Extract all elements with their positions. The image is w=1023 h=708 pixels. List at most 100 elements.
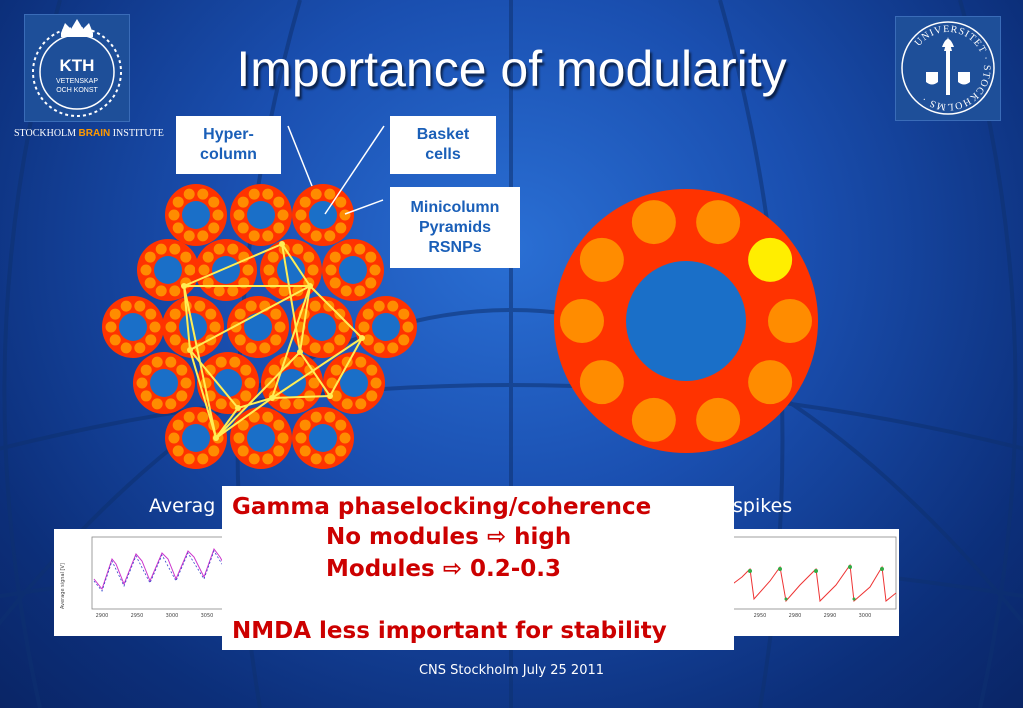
caption-left: Averag (149, 495, 216, 517)
minicolumn (209, 321, 221, 333)
minicolumn (309, 342, 321, 354)
minicolumn (172, 196, 184, 208)
minicolumn (366, 390, 378, 402)
callout-heading: Gamma phaselocking/coherence (232, 494, 652, 520)
svg-text:3000: 3000 (166, 613, 179, 619)
minicolumn (273, 196, 285, 208)
kth-logo-wordmark: KTH (60, 56, 95, 75)
basket-cell-core (372, 313, 400, 341)
minicolumn (303, 251, 315, 263)
minicolumn (308, 377, 320, 389)
connection-node (181, 283, 187, 289)
minicolumn (387, 300, 399, 312)
hypercolumn (292, 184, 354, 246)
minicolumn (136, 377, 148, 389)
minicolumn (180, 377, 192, 389)
kth-logo: KTH VETENSKAP OCH KONST (24, 14, 130, 122)
basket-cell-core (247, 424, 275, 452)
connection-line (183, 285, 191, 351)
connection-line (271, 395, 331, 399)
basket-cell-core (182, 424, 210, 452)
enlarged-basket-core (626, 261, 746, 381)
callout-no-modules: No modules ⇨ high (326, 524, 572, 550)
connection-line (309, 285, 363, 339)
minicolumn (204, 364, 216, 376)
minicolumn (197, 188, 209, 200)
minicolumn (197, 453, 209, 465)
minicolumn (227, 285, 239, 297)
minicolumn (366, 364, 378, 376)
minicolumn (334, 334, 346, 346)
connection-line (271, 337, 363, 399)
caption-right: spikes (733, 495, 793, 517)
hypercolumn (323, 352, 385, 414)
arrow-right-icon: ⇨ (442, 556, 462, 582)
minicolumn (168, 209, 180, 221)
basket-cell-core (340, 369, 368, 397)
svg-text:OCH KONST: OCH KONST (56, 87, 98, 94)
minicolumn (560, 299, 604, 343)
svg-text:3000: 3000 (859, 613, 872, 619)
minicolumn (339, 432, 351, 444)
basket-cell-core (278, 369, 306, 397)
minicolumn (149, 321, 161, 333)
minicolumn (248, 188, 260, 200)
minicolumn (299, 222, 311, 234)
callout-modules: Modules ⇨ 0.2-0.3 (326, 556, 562, 582)
connection-node (359, 335, 365, 341)
basket-cell-core (277, 256, 305, 284)
plot-left-ylabel: Average signal [V] (60, 563, 66, 609)
minicolumn (279, 398, 291, 410)
minicolumn (338, 321, 350, 333)
svg-text:2990: 2990 (824, 613, 837, 619)
minicolumn (183, 453, 195, 465)
minicolumn (365, 277, 377, 289)
svg-text:2980: 2980 (789, 613, 802, 619)
minicolumn (215, 356, 227, 368)
minicolumn (277, 432, 289, 444)
minicolumn (165, 356, 177, 368)
connection-node (213, 435, 219, 441)
minicolumn (140, 264, 152, 276)
svg-text:VETENSKAP: VETENSKAP (56, 78, 98, 85)
basket-cell-core (339, 256, 367, 284)
result-callout: Gamma phaselocking/coherence No modules … (222, 486, 734, 650)
connection-line (281, 243, 311, 287)
minicolumn (293, 398, 305, 410)
active-minicolumn (748, 237, 793, 282)
minicolumn (176, 390, 188, 402)
minicolumn (120, 342, 132, 354)
minicolumn (262, 230, 274, 242)
minicolumn (329, 251, 341, 263)
hypercolumn (230, 184, 292, 246)
minicolumn (398, 334, 410, 346)
hypercolumn (165, 184, 227, 246)
minicolumn (579, 237, 624, 282)
minicolumn (324, 188, 336, 200)
minicolumn (267, 251, 279, 263)
minicolumn (237, 196, 249, 208)
enlarged-hypercolumn (554, 189, 818, 453)
minicolumn (229, 356, 241, 368)
minicolumn (268, 364, 280, 376)
minicolumn (198, 264, 210, 276)
minicolumn (227, 243, 239, 255)
basket-cell-core (214, 369, 242, 397)
basket-cell-core (309, 201, 337, 229)
basket-cell-core (212, 256, 240, 284)
minicolumn (370, 377, 382, 389)
connection-node (187, 347, 193, 353)
minicolumn (768, 299, 812, 343)
minicolumn (240, 364, 252, 376)
minicolumn (748, 360, 793, 405)
minicolumn (292, 243, 304, 255)
connection-line (299, 351, 331, 397)
minicolumn (402, 321, 414, 333)
connection-line (281, 243, 301, 353)
minicolumn (242, 264, 254, 276)
minicolumn (278, 285, 290, 297)
svg-text:2950: 2950 (131, 613, 144, 619)
minicolumn (176, 364, 188, 376)
minicolumn (233, 209, 245, 221)
minicolumn (183, 230, 195, 242)
